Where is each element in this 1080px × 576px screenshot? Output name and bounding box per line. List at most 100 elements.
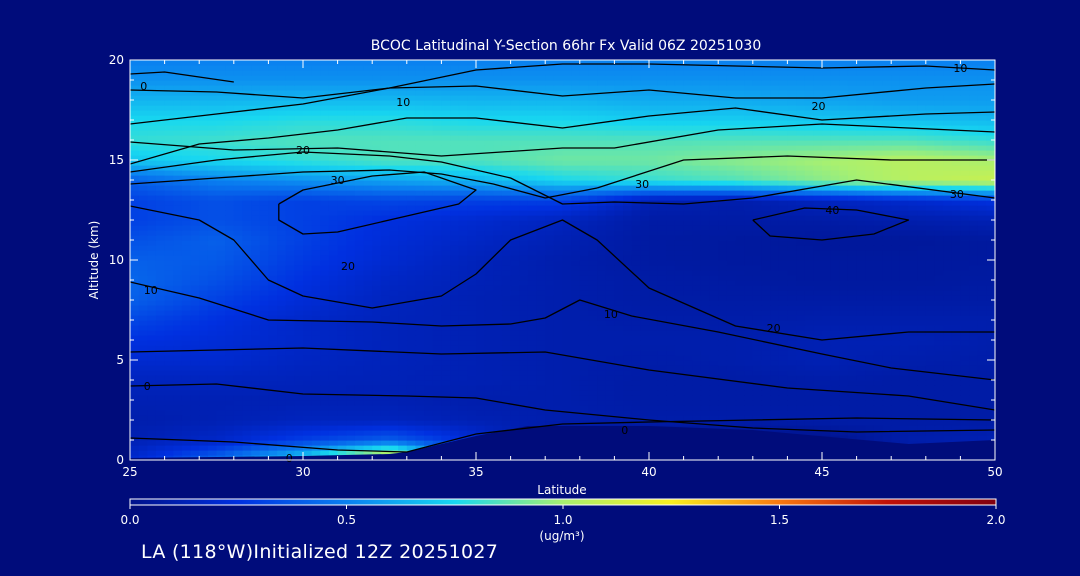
field-cell: [917, 290, 927, 296]
field-cell: [770, 310, 780, 316]
field-cell: [787, 380, 797, 386]
field-cell: [354, 365, 365, 371]
field-cell: [458, 415, 468, 421]
field-cell: [614, 265, 624, 271]
field-cell: [899, 305, 910, 311]
field-cell: [752, 355, 763, 361]
field-cell: [337, 385, 347, 391]
field-cell: [155, 235, 166, 241]
field-cell: [458, 390, 468, 396]
field-cell: [562, 360, 572, 366]
field-cell: [692, 395, 702, 401]
field-cell: [917, 345, 927, 351]
field-cell: [597, 380, 607, 386]
field-cell: [519, 300, 529, 306]
field-cell: [726, 280, 737, 286]
field-cell: [510, 420, 520, 426]
field-cell: [674, 250, 685, 256]
field-cell: [536, 260, 546, 266]
field-cell: [977, 390, 987, 396]
field-cell: [674, 385, 685, 391]
field-cell: [164, 305, 174, 311]
field-cell: [484, 305, 494, 311]
field-cell: [553, 260, 564, 266]
field-cell: [259, 215, 269, 221]
field-cell: [830, 410, 840, 416]
field-cell: [432, 240, 442, 246]
field-cell: [441, 420, 451, 426]
field-cell: [579, 405, 590, 411]
field-cell: [441, 295, 451, 301]
field-cell: [242, 285, 252, 291]
field-cell: [216, 325, 226, 331]
field-cell: [726, 390, 737, 396]
field-cell: [614, 385, 624, 391]
field-cell: [285, 445, 295, 451]
field-cell: [225, 270, 235, 276]
field-cell: [476, 355, 486, 361]
field-cell: [311, 265, 321, 271]
field-cell: [899, 295, 910, 301]
field-cell: [372, 280, 382, 286]
field-cell: [873, 400, 884, 406]
field-cell: [588, 350, 598, 356]
field-cell: [181, 275, 192, 281]
field-cell: [986, 220, 995, 226]
field-cell: [683, 415, 693, 421]
field-cell: [527, 385, 538, 391]
field-cell: [233, 360, 244, 366]
field-cell: [744, 285, 754, 291]
field-cell: [424, 430, 434, 436]
field-cell: [493, 305, 503, 311]
field-cell: [674, 225, 685, 231]
field-cell: [726, 385, 737, 391]
field-cell: [813, 235, 823, 241]
field-cell: [268, 420, 278, 426]
field-cell: [787, 230, 797, 236]
field-cell: [277, 420, 287, 426]
field-cell: [415, 345, 425, 351]
field-cell: [130, 420, 140, 426]
field-cell: [389, 225, 399, 231]
field-cell: [735, 295, 745, 301]
field-cell: [130, 370, 140, 376]
field-cell: [458, 240, 468, 246]
field-cell: [372, 380, 382, 386]
field-cell: [432, 395, 442, 401]
field-cell: [285, 295, 295, 301]
field-cell: [216, 265, 226, 271]
field-cell: [943, 265, 953, 271]
field-cell: [441, 435, 451, 441]
field-cell: [225, 345, 235, 351]
field-cell: [623, 345, 633, 351]
field-cell: [441, 315, 451, 321]
field-cell: [752, 385, 763, 391]
field-cell: [389, 255, 399, 261]
field-cell: [830, 340, 840, 346]
field-cell: [303, 435, 313, 441]
field-cell: [614, 410, 624, 416]
field-cell: [207, 415, 218, 421]
field-cell: [458, 340, 468, 346]
field-cell: [207, 340, 218, 346]
field-cell: [493, 400, 503, 406]
field-cell: [579, 275, 590, 281]
field-cell: [164, 265, 174, 271]
field-cell: [536, 370, 546, 376]
field-cell: [969, 400, 979, 406]
field-cell: [510, 325, 520, 331]
field-cell: [631, 400, 641, 406]
field-cell: [493, 360, 503, 366]
field-cell: [830, 320, 840, 326]
field-cell: [796, 270, 806, 276]
field-cell: [865, 320, 875, 326]
field-cell: [484, 275, 494, 281]
field-cell: [476, 400, 486, 406]
field-cell: [700, 370, 711, 376]
field-cell: [380, 315, 391, 321]
field-cell: [787, 240, 797, 246]
field-cell: [259, 305, 269, 311]
field-cell: [770, 295, 780, 301]
field-cell: [467, 320, 477, 326]
field-cell: [346, 220, 356, 226]
